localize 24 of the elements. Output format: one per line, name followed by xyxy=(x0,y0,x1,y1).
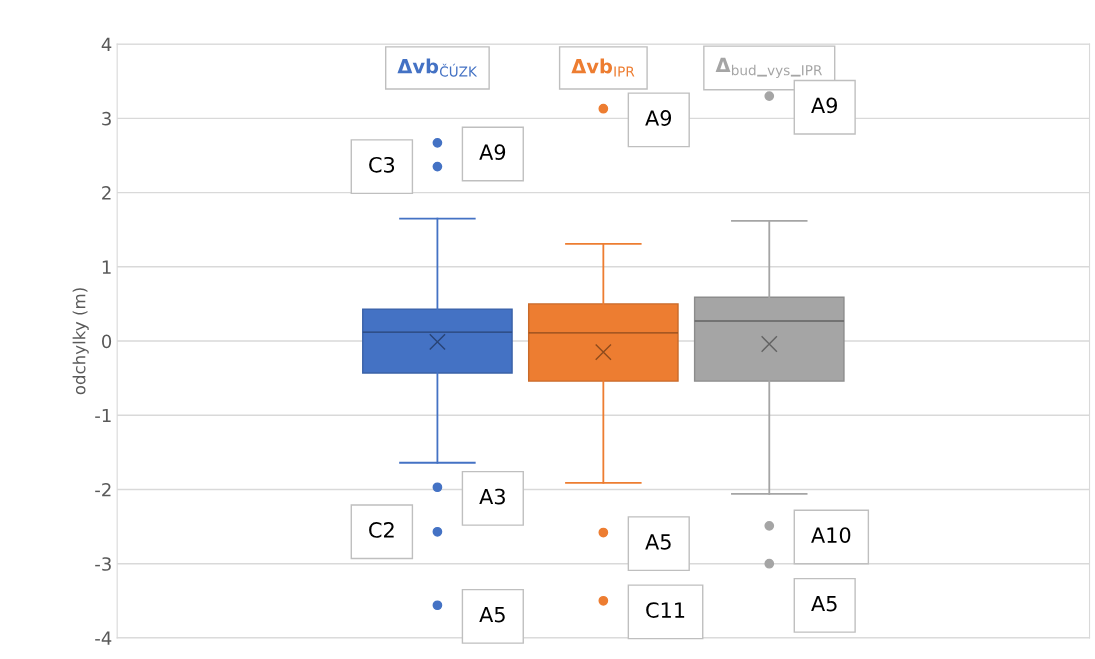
annotation: A9 xyxy=(811,97,837,114)
y-tick-label: -1 xyxy=(95,408,111,423)
annotation: A5 xyxy=(811,595,837,612)
annotation: C2 xyxy=(369,522,394,538)
y-tick-label: -3 xyxy=(95,557,111,571)
annotation: A5 xyxy=(645,534,671,550)
y-axis-title: odchylky (m) xyxy=(72,288,89,395)
annotation: A3 xyxy=(479,488,505,505)
y-tick-label: 2 xyxy=(102,186,111,200)
annotation: A9 xyxy=(645,110,672,126)
annotation: A9 xyxy=(479,144,506,161)
y-tick-label: -4 xyxy=(95,631,112,645)
y-tick-label: 3 xyxy=(102,111,111,126)
annotation: C3 xyxy=(369,156,395,173)
annotation: C11 xyxy=(646,602,685,618)
y-tick-label: 0 xyxy=(102,334,112,349)
annotation: A10 xyxy=(811,527,851,543)
annotation: A5 xyxy=(479,606,505,623)
text: Δvb$_{ČÚZK}$ xyxy=(397,58,478,77)
y-tick-label: 4 xyxy=(101,37,112,52)
text: Δ$_{bud}$_$_{vys}$_$_{IPR}$ xyxy=(715,57,823,78)
y-tick-label: 1 xyxy=(102,260,111,274)
text: Δvb$_{IPR}$ xyxy=(571,58,635,77)
y-tick-label: -2 xyxy=(95,482,111,497)
